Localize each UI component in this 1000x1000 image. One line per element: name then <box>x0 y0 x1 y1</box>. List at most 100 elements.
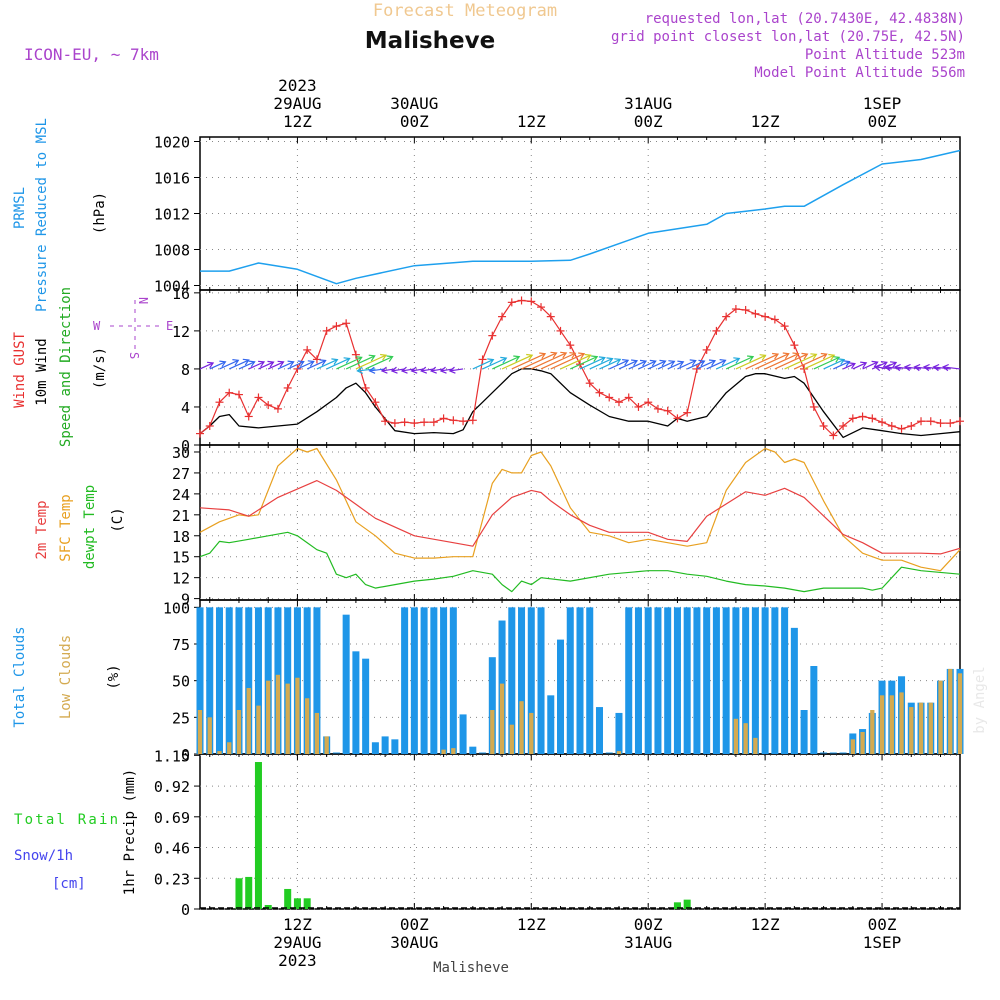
wind-arrow <box>248 361 265 370</box>
total-cloud-bar <box>352 651 360 754</box>
low-cloud-bar <box>879 695 885 754</box>
wind-arrow-head <box>368 366 376 374</box>
wind-arrow-head <box>207 361 215 369</box>
total-cloud-bar <box>410 607 418 754</box>
wind-arrow-head <box>380 353 388 361</box>
total-cloud-bar <box>371 742 379 754</box>
pressure-tick-label: 1016 <box>154 170 190 188</box>
low-cloud-bar <box>860 732 865 754</box>
wind-arrow <box>297 360 314 370</box>
wind-arrow-head <box>871 360 879 368</box>
wind-tick-label: 4 <box>181 399 190 417</box>
precip-bar <box>673 902 681 909</box>
low-cloud-bar <box>909 707 914 754</box>
wind-arrow <box>391 368 405 372</box>
total-cloud-bar <box>693 607 701 754</box>
top-time-label: 1SEP <box>863 94 902 113</box>
total-cloud-bar <box>264 607 272 754</box>
watermark: by Angel <box>972 666 988 733</box>
pressure-label-prmsl: PRMSL <box>12 187 28 229</box>
cloud-tick-label: 25 <box>172 709 190 727</box>
total-cloud-bar <box>742 607 750 754</box>
precip-tick-label: 0.92 <box>154 778 190 796</box>
wind-arrow-head <box>591 355 599 362</box>
total-cloud-bar <box>284 607 292 754</box>
super-title: Forecast Meteogram <box>373 1 557 21</box>
wind-arrow-head <box>390 366 398 374</box>
total-cloud-bar <box>459 714 467 754</box>
cloud-tick-label: 100 <box>163 599 190 617</box>
wind-arrow <box>411 368 425 372</box>
pressure-line <box>200 149 961 285</box>
wind-arrow-head <box>708 359 717 366</box>
pressure-unit: (hPa) <box>92 192 108 234</box>
wind-arrow <box>316 359 338 370</box>
wind-arrow <box>686 360 705 370</box>
total-cloud-bar <box>664 607 672 754</box>
wind-arrow-head <box>448 366 456 374</box>
total-cloud-bar <box>488 657 496 754</box>
wind-arrow-head <box>307 360 315 367</box>
wind-arrow-head <box>560 351 568 359</box>
wind-arrow-head <box>343 357 351 364</box>
pressure-tick-label: 1004 <box>154 278 190 296</box>
wind-arrow <box>647 360 666 370</box>
precip-frame <box>199 753 961 910</box>
total-cloud-bar <box>401 607 409 754</box>
total-cloud-bar <box>527 607 535 754</box>
wind-arrow-head <box>828 353 836 361</box>
low-clouds-label: Low Clouds <box>58 635 74 719</box>
cloud-tick-label: 75 <box>172 636 190 654</box>
bottom-time-label: 31AUG <box>624 933 672 952</box>
temp-2m-label: 2m Temp <box>34 500 50 559</box>
wind-arrow <box>511 353 546 370</box>
wind-arrow <box>716 357 740 370</box>
bottom-time-label: 2023 <box>278 951 317 970</box>
top-time-label: 12Z <box>517 112 546 131</box>
total-cloud-bar <box>557 639 565 754</box>
low-cloud-bar <box>266 680 271 754</box>
wind-arrow <box>199 362 214 370</box>
wind-arrow <box>696 360 716 370</box>
wind-arrow-head <box>883 363 891 372</box>
wind-arrow <box>842 363 856 370</box>
wind-arrow <box>369 368 386 372</box>
low-cloud-bar <box>207 717 212 754</box>
wind-arrow-head <box>893 363 901 372</box>
wind-arrow <box>774 353 808 370</box>
precip-bar <box>683 899 691 909</box>
wind-arrow <box>628 360 647 370</box>
low-cloud-bar <box>509 724 514 754</box>
bottom-time-label: 12Z <box>517 915 546 934</box>
wind-arrow-head <box>759 354 767 361</box>
wind-compass-icon: N S W E <box>93 297 173 359</box>
wind-arrow-head <box>410 366 418 374</box>
wind-arrow-head <box>584 353 592 361</box>
wind-arrow <box>326 357 350 370</box>
wind-arrow <box>219 359 239 370</box>
total-cloud-bar <box>790 627 798 754</box>
wind-arrow-head <box>331 358 339 365</box>
precip-bar <box>293 898 301 909</box>
wind-arrow <box>638 360 656 370</box>
total-cloud-bar <box>420 607 428 754</box>
bottom-time-label: 12Z <box>283 915 312 934</box>
point-altitude: Point Altitude 523m <box>805 47 965 63</box>
temp-tick-label: 15 <box>172 549 190 567</box>
low-cloud-bar <box>850 739 855 754</box>
wind-arrow <box>608 359 629 370</box>
wind-arrow <box>755 353 789 370</box>
temp-tick-label: 30 <box>172 444 190 462</box>
compass-south: S <box>127 352 141 359</box>
snow-unit-label: [cm] <box>52 876 86 892</box>
low-cloud-bar <box>236 710 242 754</box>
top-time-label: 29AUG <box>273 94 321 113</box>
wind-arrow <box>381 368 395 372</box>
wind-arrow <box>764 353 799 370</box>
wind-arrow <box>677 360 696 370</box>
wind-arrow <box>794 353 827 370</box>
pressure-label-long: Pressure Reduced to MSL <box>34 118 50 312</box>
top-time-label: 00Z <box>868 112 897 131</box>
wind-arrow <box>803 354 835 370</box>
wind-arrow <box>599 358 621 370</box>
